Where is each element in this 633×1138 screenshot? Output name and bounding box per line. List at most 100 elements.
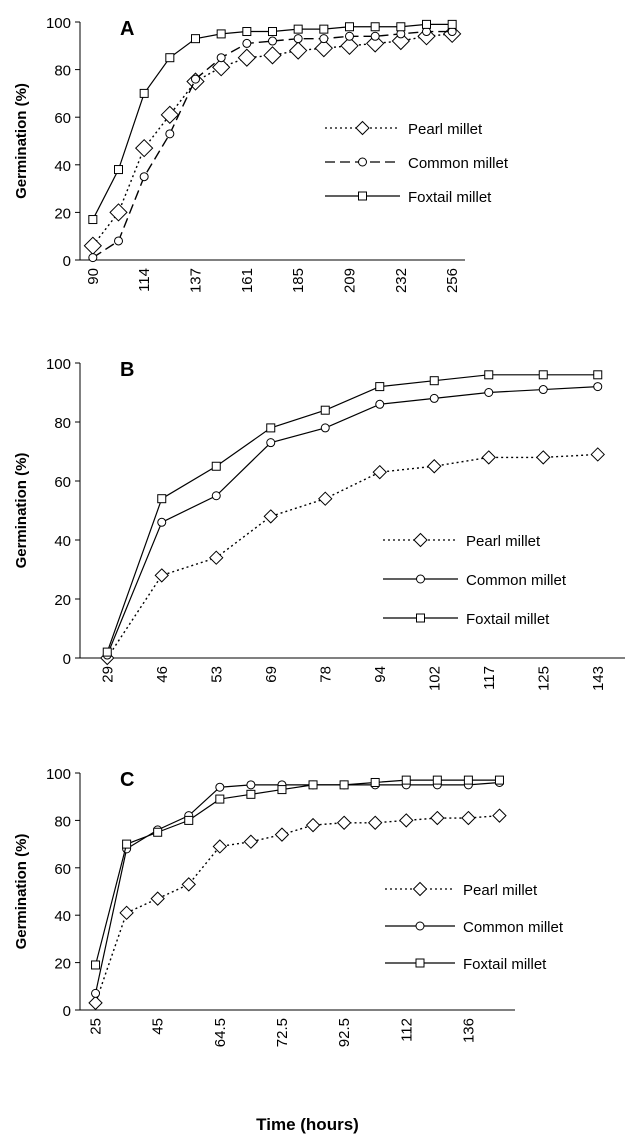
y-tick-label: 80: [54, 415, 71, 432]
x-tick-label: 256: [444, 268, 461, 293]
y-tick-label: 0: [63, 1003, 71, 1020]
marker: [415, 921, 425, 931]
panel: 0 20 40 60 80 100 29 46 53 69 78 94 102 117 125 143 Germ…: [13, 356, 625, 691]
marker: [427, 459, 442, 474]
marker: [293, 24, 303, 34]
x-tick-label: 94: [372, 666, 389, 683]
marker: [593, 382, 603, 392]
marker: [215, 794, 225, 804]
marker: [432, 775, 442, 785]
marker: [538, 370, 548, 380]
series-line: [106, 386, 598, 656]
marker: [536, 450, 551, 465]
y-tick-label: 0: [63, 253, 71, 270]
legend-label: Pearl millet: [466, 533, 541, 550]
x-tick-label: 114: [136, 268, 153, 292]
marker: [122, 839, 132, 849]
x-tick-label: 137: [188, 268, 205, 293]
marker: [165, 129, 175, 139]
marker: [340, 36, 359, 55]
marker: [358, 191, 367, 201]
x-tick-label: 185: [290, 268, 307, 293]
marker: [154, 568, 169, 583]
y-tick-label: 20: [54, 956, 71, 973]
series-line: [92, 33, 453, 247]
marker: [237, 48, 256, 67]
marker: [336, 815, 352, 830]
panel-label: B: [120, 359, 134, 381]
marker: [211, 491, 221, 501]
y-tick-label: 20: [54, 592, 71, 609]
marker: [415, 958, 425, 968]
series-line: [94, 781, 500, 994]
x-tick-label: 72.5: [274, 1018, 291, 1047]
y-tick-label: 60: [54, 474, 71, 491]
x-tick-label: 69: [263, 666, 280, 683]
marker: [139, 88, 149, 98]
marker: [339, 780, 349, 790]
marker: [375, 382, 385, 392]
marker: [429, 376, 439, 386]
marker: [416, 574, 425, 584]
marker: [590, 447, 605, 462]
marker: [289, 41, 308, 60]
marker: [593, 370, 603, 380]
y-tick-label: 20: [54, 205, 71, 222]
marker: [242, 27, 252, 37]
marker: [157, 494, 167, 504]
marker: [268, 36, 277, 46]
y-axis-label: Germination (%): [13, 83, 30, 199]
marker: [367, 815, 383, 830]
legend-label: Foxtail millet: [408, 189, 492, 206]
x-tick-label: 78: [317, 666, 334, 683]
marker: [314, 39, 333, 58]
x-tick-label: 117: [481, 666, 498, 690]
marker: [191, 34, 200, 44]
x-tick-label: 102: [426, 666, 443, 691]
y-tick-label: 60: [54, 861, 71, 878]
y-tick-label: 40: [54, 533, 71, 550]
marker: [375, 399, 385, 409]
marker: [391, 31, 410, 51]
x-tick-label: 53: [208, 666, 225, 683]
marker: [484, 388, 494, 397]
legend-label: Pearl millet: [463, 882, 538, 899]
marker: [119, 905, 134, 921]
marker: [263, 46, 282, 65]
marker: [114, 236, 123, 246]
marker: [139, 172, 149, 182]
y-tick-label: 100: [46, 356, 71, 373]
marker: [538, 385, 548, 395]
y-tick-label: 40: [54, 908, 71, 925]
marker: [293, 34, 303, 44]
panel: 0 20 40 60 80 100 90 114 137 161 185 209 232 256 Germi…: [13, 15, 509, 293]
marker: [153, 827, 163, 837]
series-line: [106, 374, 598, 653]
marker: [212, 58, 231, 77]
marker: [484, 370, 494, 380]
legend-label: Pearl millet: [408, 121, 483, 138]
y-tick-label: 0: [63, 651, 71, 668]
marker: [83, 236, 102, 255]
x-tick-label: 90: [85, 268, 102, 285]
marker: [319, 34, 329, 44]
marker: [413, 532, 428, 548]
marker: [396, 22, 406, 32]
marker: [401, 775, 411, 785]
marker: [242, 38, 252, 48]
marker: [366, 34, 385, 53]
marker: [358, 157, 367, 167]
y-tick-label: 40: [54, 158, 71, 175]
marker: [355, 120, 370, 136]
x-tick-label: 143: [590, 666, 607, 691]
y-tick-label: 80: [54, 63, 71, 80]
marker: [216, 53, 226, 63]
marker: [370, 31, 380, 41]
marker: [430, 810, 445, 826]
marker: [184, 815, 194, 825]
marker: [494, 775, 504, 785]
marker: [266, 423, 276, 433]
marker: [274, 827, 290, 842]
marker: [370, 777, 380, 787]
